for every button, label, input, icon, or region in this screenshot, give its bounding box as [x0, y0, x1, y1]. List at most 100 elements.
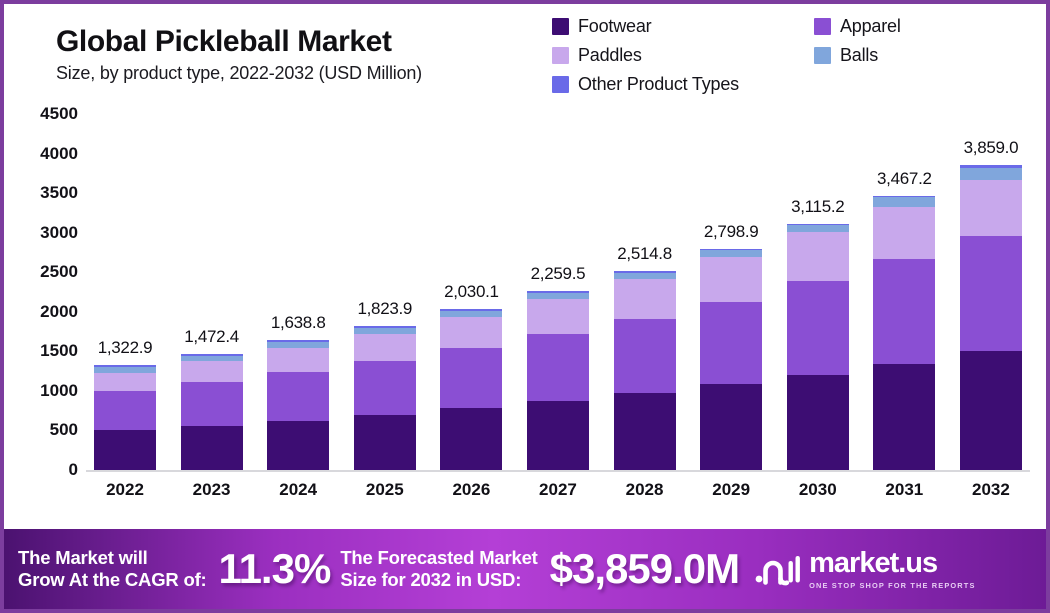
- bar-segment-other-product-types[interactable]: [180, 353, 243, 356]
- bar-segment-apparel[interactable]: [959, 235, 1022, 352]
- bar-segment-paddles[interactable]: [700, 257, 763, 302]
- bar-segment-footwear[interactable]: [94, 430, 156, 470]
- x-axis: 2022 2023 2024 2025 2026 2027 2028 2029 2030 2031…: [86, 480, 1030, 512]
- bar-segment-other-product-types[interactable]: [786, 223, 849, 226]
- bar-segment-footwear[interactable]: [873, 364, 936, 470]
- bar-segment-other-product-types[interactable]: [700, 248, 763, 251]
- bar-column[interactable]: 1,472.4: [173, 112, 251, 470]
- bar-segment-apparel[interactable]: [94, 390, 156, 431]
- chart-plot-area: 0 500 1000 1500 2000 2500 3000 3500 4000 4500 1,3…: [4, 104, 1046, 522]
- bar-segment-apparel[interactable]: [267, 371, 330, 421]
- bar-segment-other-product-types[interactable]: [526, 291, 589, 294]
- bar-segment-apparel[interactable]: [873, 258, 936, 364]
- market-us-logo[interactable]: market.us ONE STOP SHOP FOR THE REPORTS: [755, 548, 976, 590]
- bar-column[interactable]: 3,467.2: [865, 112, 943, 470]
- x-axis-tick: 2023: [192, 480, 231, 499]
- bar-segment-other-product-types[interactable]: [94, 365, 156, 367]
- bar-segment-footwear[interactable]: [353, 414, 416, 470]
- bar-column[interactable]: 2,798.9: [692, 112, 770, 470]
- bar-stack: [959, 164, 1022, 470]
- y-axis-tick: 4000: [40, 143, 78, 163]
- bar-segment-balls[interactable]: [959, 167, 1022, 181]
- bar-segment-paddles[interactable]: [526, 299, 589, 334]
- bar-column[interactable]: 2,259.5: [519, 112, 597, 470]
- bar-segment-footwear[interactable]: [526, 400, 589, 470]
- bar-segment-balls[interactable]: [526, 293, 589, 300]
- bar-segment-footwear[interactable]: [613, 392, 676, 470]
- bar-column[interactable]: 2,030.1: [432, 112, 510, 470]
- page-subtitle: Size, by product type, 2022-2032 (USD Mi…: [56, 62, 422, 83]
- bar-segment-paddles[interactable]: [873, 206, 936, 259]
- bar-segment-balls[interactable]: [786, 225, 849, 232]
- bar-segment-footwear[interactable]: [267, 420, 330, 470]
- bar-segment-apparel[interactable]: [180, 382, 243, 426]
- bar-segment-balls[interactable]: [440, 311, 503, 317]
- x-axis-tick: 2024: [279, 480, 318, 499]
- bar-segment-balls[interactable]: [94, 366, 156, 374]
- bar-segment-other-product-types[interactable]: [613, 271, 676, 273]
- bar-segment-footwear[interactable]: [959, 351, 1022, 470]
- legend-label-other-product-types: Other Product Types: [578, 74, 739, 94]
- bar-segment-paddles[interactable]: [353, 333, 416, 361]
- x-axis-tick: 2026: [452, 480, 491, 499]
- bar-segment-paddles[interactable]: [613, 278, 676, 319]
- bar-segment-paddles[interactable]: [786, 231, 849, 281]
- legend-swatch-icon-apparel: [814, 18, 831, 35]
- cagr-caption-line2: Grow At the CAGR of:: [18, 569, 207, 590]
- legend-row-2: Paddles Balls: [552, 45, 1022, 74]
- plot-grid: 1,322.9 1,472.4 1,638.8 1,823.9 2,030.1 2,259…: [86, 112, 1030, 472]
- y-axis-tick: 4500: [40, 104, 78, 123]
- chart-header: Global Pickleball Market Size, by produc…: [4, 4, 1046, 112]
- bar-segment-balls[interactable]: [613, 272, 676, 279]
- x-axis-tick: 2027: [539, 480, 577, 499]
- bar-column[interactable]: 3,859.0: [952, 112, 1030, 470]
- bar-segment-other-product-types[interactable]: [959, 164, 1022, 168]
- bar-segment-apparel[interactable]: [353, 360, 416, 415]
- legend-item-paddles[interactable]: Paddles: [552, 45, 814, 66]
- legend-swatch-icon-balls: [814, 47, 831, 64]
- brand-tagline: ONE STOP SHOP FOR THE REPORTS: [809, 580, 976, 590]
- bar-stack: [526, 291, 589, 470]
- bar-column[interactable]: 1,823.9: [346, 112, 424, 470]
- bar-column[interactable]: 3,115.2: [779, 112, 857, 470]
- bar-segment-other-product-types[interactable]: [873, 195, 936, 198]
- bar-segment-paddles[interactable]: [440, 316, 503, 348]
- x-axis-tick: 2029: [712, 480, 751, 499]
- legend-swatch-icon-footwear: [552, 18, 569, 35]
- x-axis-tick: 2030: [798, 480, 837, 499]
- y-axis-tick: 500: [49, 420, 78, 440]
- bar-segment-footwear[interactable]: [786, 375, 849, 470]
- bar-column[interactable]: 2,514.8: [606, 112, 684, 470]
- bar-segment-balls[interactable]: [353, 327, 416, 334]
- bar-column[interactable]: 1,638.8: [259, 112, 337, 470]
- legend-item-footwear[interactable]: Footwear: [552, 16, 814, 37]
- legend-item-other-product-types[interactable]: Other Product Types: [552, 74, 814, 95]
- bar-total-label: 1,472.4: [184, 326, 239, 346]
- bar-segment-footwear[interactable]: [700, 384, 763, 470]
- bar-segment-balls[interactable]: [873, 197, 936, 207]
- legend-label-apparel: Apparel: [840, 16, 901, 36]
- bar-segment-paddles[interactable]: [180, 361, 243, 383]
- bar-segment-other-product-types[interactable]: [267, 340, 330, 343]
- bar-segment-paddles[interactable]: [94, 373, 156, 391]
- legend-item-apparel[interactable]: Apparel: [814, 16, 901, 37]
- bar-segment-apparel[interactable]: [613, 318, 676, 393]
- page-title: Global Pickleball Market: [56, 25, 392, 58]
- bar-segment-footwear[interactable]: [180, 425, 243, 470]
- bar-segment-other-product-types[interactable]: [440, 309, 503, 312]
- bar-segment-apparel[interactable]: [440, 347, 503, 408]
- bar-segment-apparel[interactable]: [786, 280, 849, 376]
- bar-segment-paddles[interactable]: [267, 348, 330, 372]
- legend-item-balls[interactable]: Balls: [814, 45, 878, 66]
- bar-segment-apparel[interactable]: [526, 333, 589, 401]
- bar-segment-footwear[interactable]: [440, 407, 503, 470]
- bar-segment-balls[interactable]: [180, 355, 243, 362]
- bar-segment-apparel[interactable]: [700, 301, 763, 385]
- bar-segment-paddles[interactable]: [959, 180, 1022, 236]
- bar-segment-balls[interactable]: [267, 342, 330, 349]
- x-axis-tick: 2025: [365, 480, 404, 499]
- bar-segment-other-product-types[interactable]: [353, 325, 416, 328]
- bar-segment-balls[interactable]: [700, 250, 763, 258]
- bar-column[interactable]: 1,322.9: [86, 112, 164, 470]
